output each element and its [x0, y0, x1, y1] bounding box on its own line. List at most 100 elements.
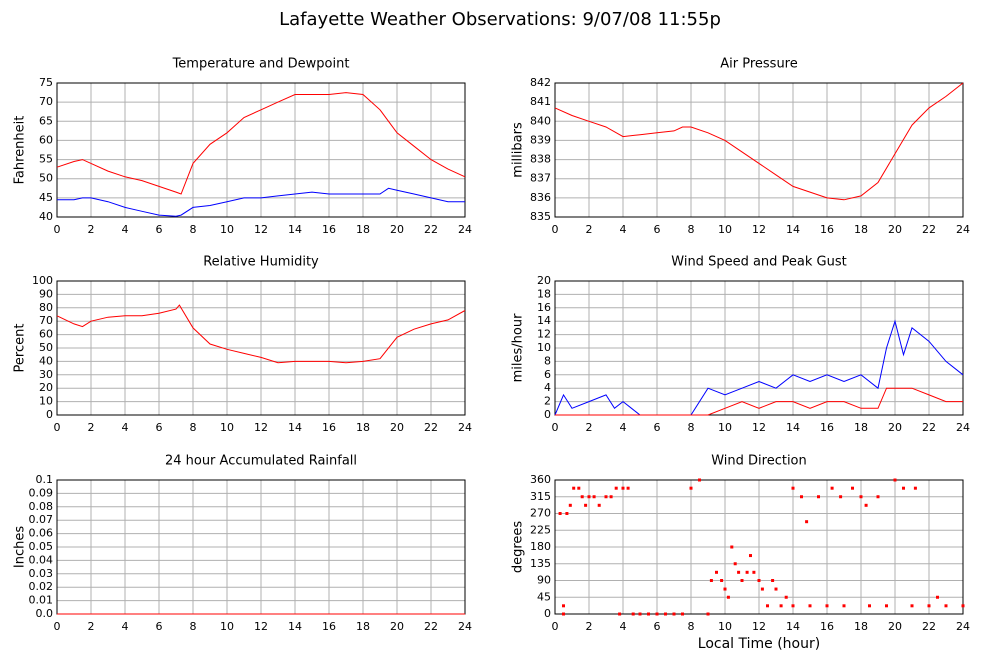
- scatter-point: [647, 612, 650, 616]
- y-axis-label: Inches: [13, 526, 28, 568]
- scatter-point: [672, 612, 676, 616]
- series-line: [555, 387, 963, 416]
- x-tick-label: 8: [190, 223, 197, 236]
- x-tick-label: 14: [288, 223, 302, 236]
- scatter-point: [842, 604, 846, 608]
- x-tick-label: 0: [552, 223, 559, 236]
- y-tick-label: 0.04: [29, 553, 54, 566]
- x-tick-label: 24: [458, 223, 472, 236]
- y-tick-label: 10: [537, 341, 551, 354]
- x-tick-label: 14: [786, 620, 800, 633]
- x-tick-label: 24: [956, 223, 970, 236]
- x-tick-label: 18: [854, 421, 868, 434]
- y-tick-label: 50: [39, 341, 53, 354]
- x-tick-label: 22: [922, 223, 936, 236]
- scatter-point: [817, 495, 820, 499]
- x-tick-label: 8: [688, 223, 695, 236]
- x-tick-label: 10: [220, 223, 234, 236]
- x-tick-label: 6: [156, 620, 163, 633]
- y-tick-label: 6: [544, 368, 551, 381]
- scatter-point: [944, 604, 948, 608]
- y-tick-label: 45: [39, 191, 53, 204]
- x-tick-label: 12: [752, 223, 766, 236]
- y-tick-label: 0.05: [29, 540, 54, 553]
- x-tick-label: 0: [552, 421, 559, 434]
- scatter-point: [745, 570, 749, 574]
- scatter-point: [730, 545, 734, 549]
- scatter-point: [580, 495, 584, 499]
- x-tick-label: 20: [888, 223, 902, 236]
- scatter-point: [868, 604, 871, 608]
- scatter-point: [839, 495, 843, 499]
- y-tick-label: 0.02: [29, 580, 54, 593]
- y-tick-label: 18: [537, 287, 551, 300]
- y-tick-label: 835: [530, 210, 551, 223]
- scatter-point: [618, 612, 622, 616]
- x-tick-label: 6: [654, 223, 661, 236]
- x-tick-label: 22: [424, 223, 438, 236]
- scatter-point: [568, 503, 572, 507]
- scatter-point: [760, 587, 764, 591]
- panel-title: Relative Humidity: [203, 255, 319, 270]
- scatter-point: [961, 604, 965, 608]
- scatter-point: [621, 486, 625, 490]
- y-tick-label: 8: [544, 354, 551, 367]
- scatter-point: [698, 478, 701, 482]
- scatter-point: [592, 495, 596, 499]
- x-tick-label: 20: [390, 421, 404, 434]
- x-tick-label: 2: [586, 421, 593, 434]
- y-tick-label: 80: [39, 301, 53, 314]
- scatter-point: [689, 486, 693, 490]
- y-tick-label: 360: [530, 473, 551, 486]
- plot-frame: [56, 280, 466, 416]
- x-tick-label: 4: [122, 223, 129, 236]
- x-tick-label: 20: [390, 223, 404, 236]
- y-axis-label: Fahrenheit: [13, 116, 28, 185]
- scatter-point: [737, 570, 741, 574]
- x-tick-label: 2: [88, 620, 95, 633]
- panel-title: 24 hour Accumulated Rainfall: [165, 454, 357, 469]
- scatter-point: [715, 570, 718, 574]
- x-tick-label: 10: [220, 421, 234, 434]
- x-tick-label: 22: [424, 421, 438, 434]
- y-tick-label: 315: [530, 490, 551, 503]
- y-tick-label: 30: [39, 368, 53, 381]
- y-tick-label: 0: [544, 607, 551, 620]
- x-tick-label: 18: [854, 620, 868, 633]
- scatter-point: [631, 612, 635, 616]
- x-tick-label: 18: [854, 223, 868, 236]
- scatter-point: [808, 604, 812, 608]
- scatter-point: [604, 495, 608, 499]
- panel-title: Air Pressure: [720, 57, 798, 72]
- x-tick-label: 20: [390, 620, 404, 633]
- x-tick-label: 2: [586, 223, 593, 236]
- scatter-point: [851, 486, 854, 490]
- x-tick-label: 16: [322, 223, 336, 236]
- y-tick-label: 0.06: [29, 527, 54, 540]
- scatter-point: [609, 495, 613, 499]
- x-tick-label: 16: [820, 421, 834, 434]
- series-line: [57, 187, 465, 217]
- scatter-point: [784, 595, 788, 599]
- y-tick-label: 14: [537, 314, 551, 327]
- x-tick-label: 14: [288, 421, 302, 434]
- y-tick-label: 4: [544, 381, 551, 394]
- x-tick-label: 8: [688, 620, 695, 633]
- x-tick-label: 14: [786, 421, 800, 434]
- y-tick-label: 839: [530, 133, 551, 146]
- scatter-point: [893, 478, 897, 482]
- scatter-point: [825, 604, 829, 608]
- x-tick-label: 16: [322, 620, 336, 633]
- y-tick-label: 837: [530, 172, 551, 185]
- series-line: [554, 319, 964, 416]
- y-tick-label: 16: [537, 301, 551, 314]
- scatter-point: [655, 612, 659, 616]
- x-tick-label: 22: [922, 421, 936, 434]
- x-tick-label: 6: [654, 620, 661, 633]
- x-tick-label: 12: [254, 421, 268, 434]
- scatter-point: [859, 495, 863, 499]
- x-tick-label: 18: [356, 223, 370, 236]
- y-tick-label: 0.01: [29, 594, 54, 607]
- y-axis-label: miles/hour: [511, 313, 526, 382]
